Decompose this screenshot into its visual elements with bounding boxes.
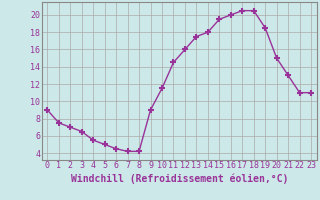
X-axis label: Windchill (Refroidissement éolien,°C): Windchill (Refroidissement éolien,°C): [70, 173, 288, 184]
